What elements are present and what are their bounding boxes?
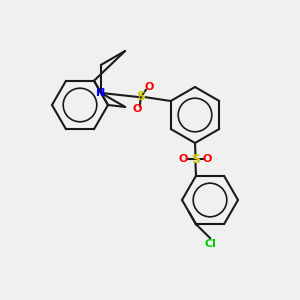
Text: S: S <box>191 153 200 166</box>
Text: N: N <box>96 88 106 98</box>
Text: O: O <box>179 154 188 164</box>
Text: O: O <box>203 154 212 164</box>
Text: Cl: Cl <box>204 239 216 249</box>
Text: S: S <box>136 91 145 103</box>
Text: O: O <box>132 104 142 114</box>
Text: O: O <box>144 82 154 92</box>
